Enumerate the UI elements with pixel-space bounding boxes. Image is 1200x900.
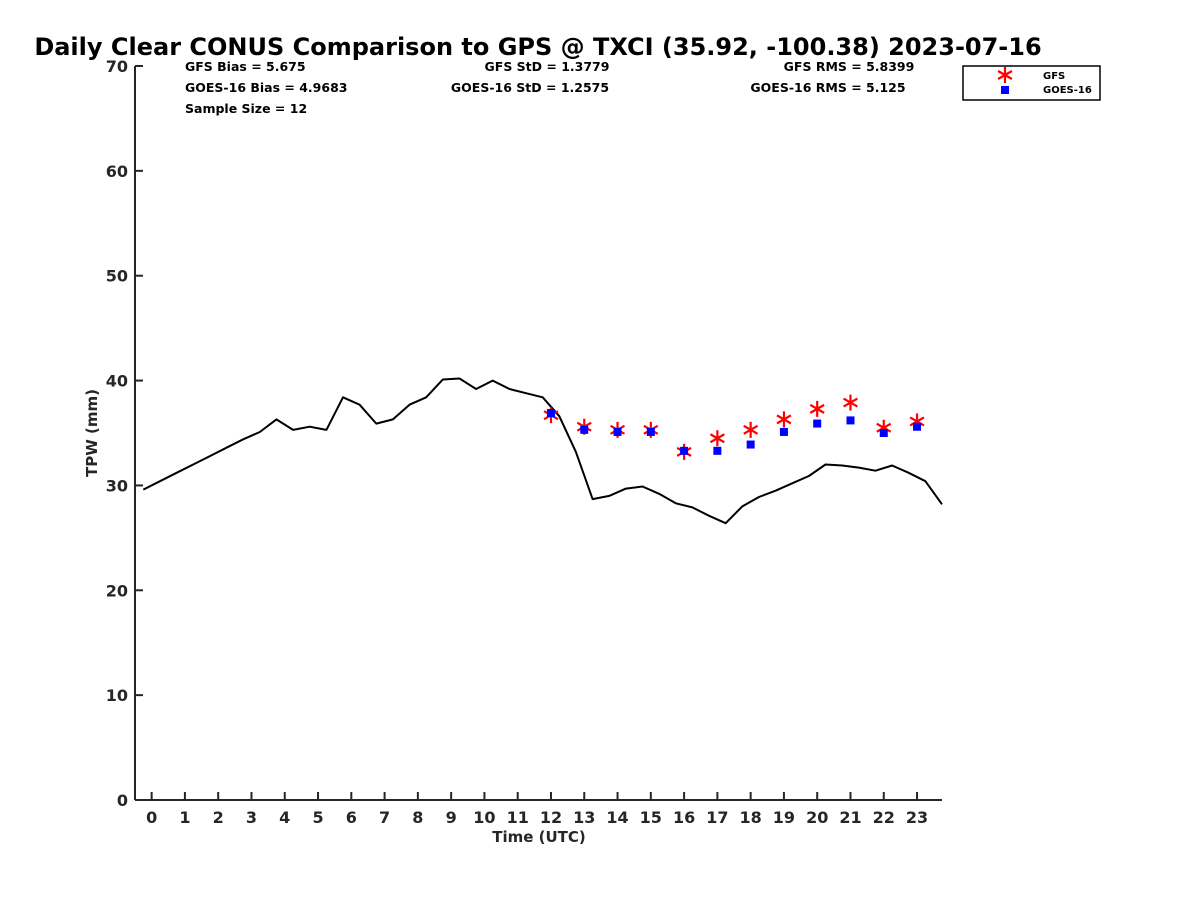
- x-tick-label: 9: [446, 808, 457, 827]
- gfs-point: [709, 430, 725, 447]
- goes-point: [746, 440, 755, 449]
- x-tick-label: 13: [573, 808, 595, 827]
- goes-bias-stat: GOES-16 Bias = 4.9683: [185, 80, 347, 95]
- legend-gfs-marker: [997, 67, 1013, 83]
- gps-tpw-line: [142, 377, 943, 525]
- goes-point: [879, 429, 888, 437]
- goes-point: [913, 422, 922, 431]
- x-tick-label: 22: [873, 808, 895, 827]
- x-tick-label: 18: [740, 808, 762, 827]
- gfs-rms-stat: GFS RMS = 5.8399: [784, 59, 915, 74]
- legend-goes-label: GOES-16: [1043, 85, 1092, 96]
- goes-point: [813, 419, 822, 428]
- x-tick-label: 16: [673, 808, 695, 827]
- x-tick-label: 20: [806, 808, 828, 827]
- x-tick-label: 14: [606, 808, 628, 827]
- x-tick-label: 21: [839, 808, 861, 827]
- goes-point: [713, 446, 722, 455]
- gfs-std-stat: GFS StD = 1.3779: [485, 59, 610, 74]
- goes-point: [613, 427, 622, 436]
- x-tick-label: 2: [213, 808, 224, 827]
- y-tick-label: 60: [106, 162, 128, 181]
- y-tick-label: 20: [106, 581, 128, 600]
- x-tick-label: 12: [540, 808, 562, 827]
- y-tick-label: 0: [117, 791, 128, 810]
- goes-rms-stat: GOES-16 RMS = 5.125: [750, 80, 905, 95]
- x-tick-label: 8: [412, 808, 423, 827]
- goes-point: [680, 446, 689, 455]
- goes-std-stat: GOES-16 StD = 1.2575: [451, 80, 609, 95]
- legend-gfs-label: GFS: [1043, 71, 1065, 82]
- sample-size-stat: Sample Size = 12: [185, 101, 307, 116]
- goes-point: [646, 427, 655, 436]
- y-tick-label: 40: [106, 372, 128, 391]
- x-tick-label: 15: [640, 808, 662, 827]
- x-tick-label: 17: [706, 808, 728, 827]
- x-tick-label: 10: [473, 808, 495, 827]
- x-tick-label: 11: [507, 808, 529, 827]
- plot-area: [142, 377, 943, 525]
- x-tick-label: 3: [246, 808, 257, 827]
- goes-point: [580, 425, 589, 434]
- x-tick-label: 5: [312, 808, 323, 827]
- y-tick-label: 70: [106, 57, 128, 76]
- goes-point: [546, 409, 555, 418]
- legend-goes-marker: [1001, 86, 1009, 94]
- gfs-bias-stat: GFS Bias = 5.675: [185, 59, 306, 74]
- goes-point: [779, 427, 788, 436]
- y-tick-label: 10: [106, 686, 128, 705]
- legend: GFS GOES-16: [962, 65, 1101, 101]
- x-tick-label: 6: [346, 808, 357, 827]
- stats-block: GFS Bias = 5.675 GOES-16 Bias = 4.9683 S…: [185, 59, 914, 116]
- gfs-point: [776, 411, 792, 428]
- x-axis-label: Time (UTC): [492, 828, 586, 846]
- x-tick-label: 19: [773, 808, 795, 827]
- legend-gfs-asterisk: [997, 67, 1013, 83]
- gfs-point: [809, 400, 825, 417]
- x-tick-label: 7: [379, 808, 390, 827]
- x-tick-label: 0: [146, 808, 157, 827]
- x-tick-label: 23: [906, 808, 928, 827]
- x-tick-label: 4: [279, 808, 290, 827]
- gfs-point: [843, 394, 858, 411]
- y-axis-label: TPW (mm): [83, 389, 101, 477]
- goes-point: [846, 416, 855, 425]
- x-tick-label: 1: [179, 808, 190, 827]
- y-tick-label: 30: [106, 476, 128, 495]
- chart-title: Daily Clear CONUS Comparison to GPS @ TX…: [34, 33, 1041, 61]
- y-tick-label: 50: [106, 267, 128, 286]
- gfs-point: [743, 421, 759, 438]
- legend-box: [962, 65, 1101, 101]
